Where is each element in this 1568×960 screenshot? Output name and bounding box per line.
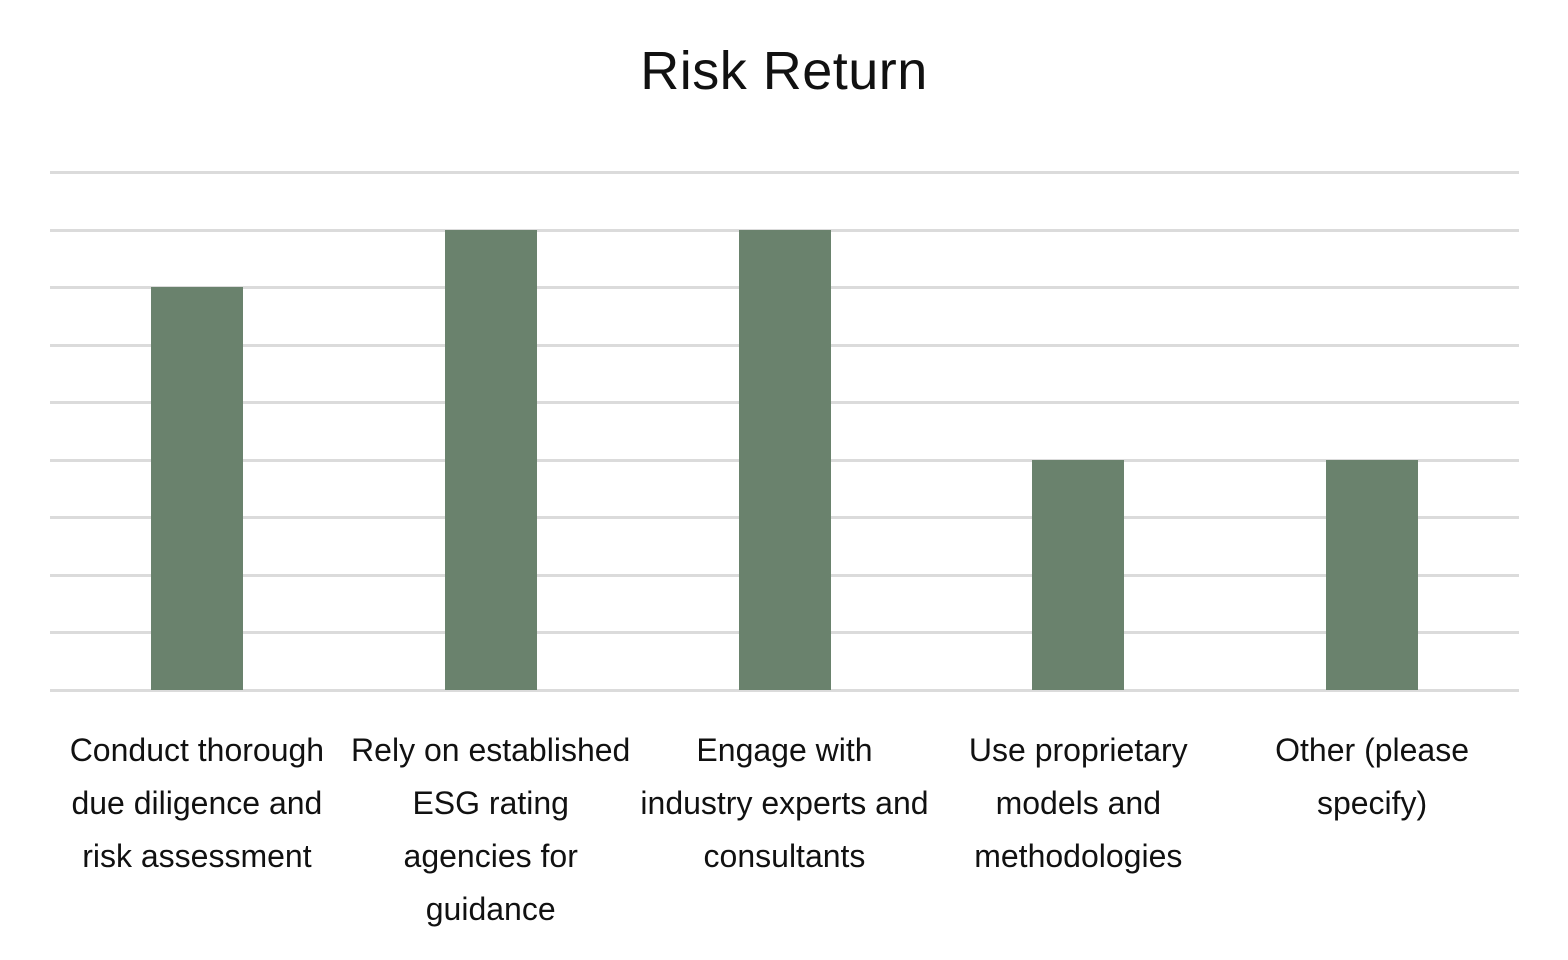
gridline	[50, 689, 1519, 692]
category-label-5: Other (please specify)	[1275, 732, 1470, 821]
bar-5	[1326, 459, 1419, 690]
category-axis: Conduct thorough due diligence and risk …	[50, 724, 1519, 936]
bar-2	[444, 229, 537, 690]
category-label-2: Rely on established ESG rating agencies …	[351, 732, 631, 927]
category-label-4: Use proprietary models and methodologies	[968, 732, 1188, 874]
bar-3	[738, 229, 831, 690]
category-label-3: Engage with industry experts and consult…	[640, 732, 929, 874]
chart-title: Risk Return	[640, 41, 928, 101]
category-label-1: Conduct thorough due diligence and risk …	[69, 732, 325, 874]
gridline	[50, 171, 1519, 174]
bar-4	[1032, 459, 1125, 690]
bar-1	[150, 287, 243, 690]
plot-area	[50, 171, 1519, 692]
